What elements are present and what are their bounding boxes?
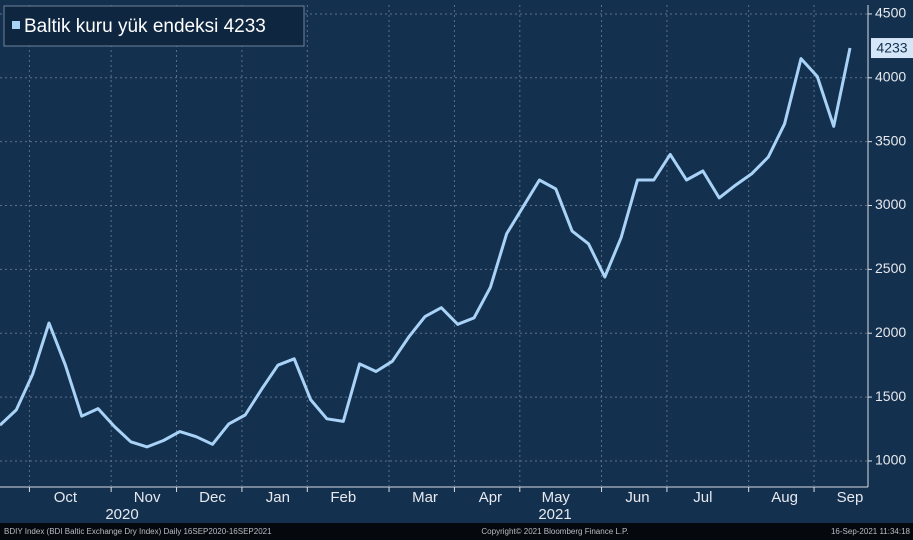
x-tick-label: Nov (134, 489, 161, 506)
legend-box (3, 5, 305, 47)
legend: Baltik kuru yük endeksi 4233 (3, 5, 305, 47)
y-tick-label: 1500 (875, 388, 906, 404)
last-value-flag (871, 38, 913, 59)
y-tick-label: 3500 (875, 132, 906, 148)
x-tick-label: Feb (330, 489, 356, 506)
y-tick-label: 3000 (875, 196, 906, 212)
chart-background (0, 0, 913, 523)
x-tick-label: Oct (54, 489, 78, 506)
footer-background (0, 523, 913, 540)
year-label: 2021 (538, 506, 571, 523)
footer-copyright: Copyright© 2021 Bloomberg Finance L.P. (481, 527, 628, 536)
year-label: 2020 (105, 506, 138, 523)
x-tick-label: Sep (837, 489, 864, 506)
x-tick-label: Jun (625, 489, 649, 506)
x-tick-label: Dec (199, 489, 226, 506)
x-tick-label: May (542, 489, 571, 506)
y-tick-label: 4500 (875, 5, 906, 21)
footer-timestamp: 16-Sep-2021 11:34:18 (831, 527, 911, 536)
y-tick-label: 2500 (875, 260, 906, 276)
x-tick-label: Mar (412, 489, 438, 506)
y-tick-label: 4000 (875, 69, 906, 85)
footer-source: BDIY Index (BDI Baltic Exchange Dry Inde… (4, 527, 272, 536)
y-tick-label: 1000 (875, 452, 906, 468)
x-tick-label: Aug (771, 489, 798, 506)
y-tick-label: 2000 (875, 324, 906, 340)
last-value-label: 4233 (876, 40, 907, 56)
legend-label: Baltik kuru yük endeksi 4233 (24, 16, 266, 37)
x-tick-label: Jan (266, 489, 290, 506)
legend-swatch (12, 21, 20, 29)
x-tick-label: Jul (693, 489, 712, 506)
x-tick-label: Apr (479, 489, 502, 506)
series-line (0, 47, 852, 449)
